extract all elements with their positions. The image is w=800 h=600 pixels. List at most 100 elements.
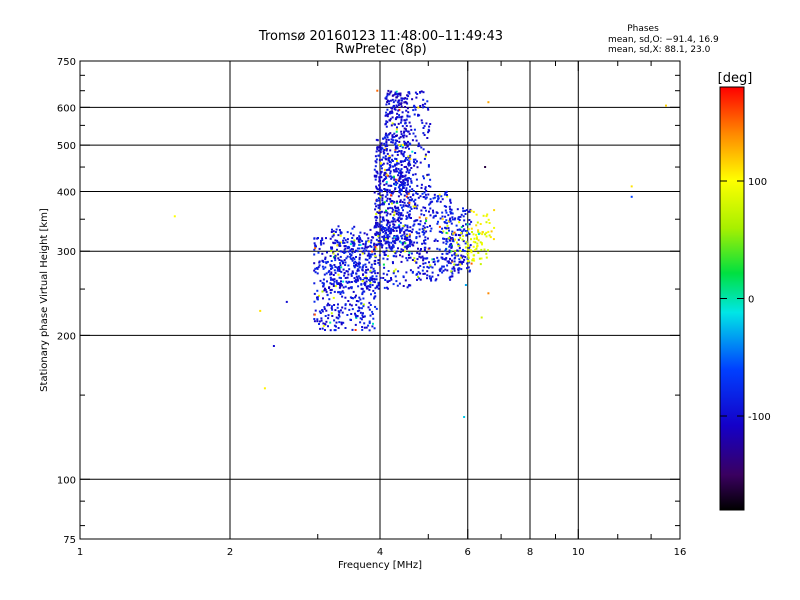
data-point bbox=[358, 247, 361, 250]
data-point bbox=[379, 216, 382, 219]
data-point bbox=[384, 195, 387, 198]
data-point bbox=[446, 222, 448, 225]
data-point bbox=[285, 300, 288, 303]
data-point bbox=[487, 230, 490, 233]
data-point bbox=[423, 105, 426, 108]
data-point bbox=[479, 241, 482, 244]
data-point bbox=[407, 155, 410, 158]
data-point bbox=[340, 280, 342, 283]
data-point bbox=[408, 160, 411, 163]
data-point bbox=[381, 199, 384, 202]
data-point bbox=[424, 236, 427, 239]
data-point bbox=[405, 101, 408, 104]
data-point bbox=[409, 240, 411, 243]
data-point bbox=[263, 387, 266, 390]
data-point bbox=[328, 269, 331, 272]
data-point bbox=[408, 213, 411, 216]
data-point bbox=[399, 251, 402, 254]
data-point bbox=[384, 123, 387, 126]
data-point bbox=[321, 281, 324, 284]
data-point bbox=[398, 226, 401, 229]
data-point bbox=[410, 252, 413, 255]
data-point bbox=[381, 180, 384, 183]
data-point bbox=[409, 256, 412, 259]
data-point bbox=[408, 92, 411, 95]
data-point bbox=[429, 230, 432, 233]
data-point bbox=[396, 93, 399, 96]
data-point bbox=[401, 181, 403, 184]
data-point bbox=[416, 278, 418, 281]
data-point bbox=[386, 92, 389, 95]
data-point bbox=[384, 147, 387, 150]
data-point bbox=[379, 211, 382, 214]
data-point bbox=[479, 263, 482, 266]
data-point bbox=[403, 184, 406, 187]
data-point bbox=[320, 317, 323, 320]
data-point bbox=[459, 263, 462, 266]
data-point bbox=[329, 255, 332, 257]
data-point bbox=[395, 170, 398, 173]
data-point bbox=[444, 191, 447, 194]
data-point bbox=[386, 233, 389, 236]
data-point bbox=[389, 172, 392, 175]
data-point bbox=[402, 155, 405, 158]
data-point bbox=[385, 158, 388, 161]
data-point bbox=[449, 217, 452, 220]
data-point bbox=[338, 268, 341, 271]
data-point bbox=[402, 143, 404, 146]
data-point bbox=[320, 239, 322, 242]
data-point bbox=[337, 283, 340, 285]
data-point bbox=[389, 117, 392, 120]
data-point bbox=[361, 287, 364, 290]
data-point bbox=[446, 240, 449, 243]
data-point bbox=[392, 208, 394, 211]
data-point bbox=[392, 101, 395, 104]
data-point bbox=[387, 207, 390, 210]
data-point bbox=[313, 262, 316, 265]
data-point bbox=[361, 240, 364, 243]
data-point bbox=[423, 228, 426, 231]
data-point bbox=[348, 281, 351, 284]
data-point bbox=[401, 206, 403, 209]
data-point bbox=[419, 161, 422, 164]
data-point bbox=[434, 215, 437, 217]
data-point bbox=[447, 260, 450, 263]
data-point bbox=[397, 186, 400, 189]
data-point bbox=[386, 273, 389, 276]
data-point bbox=[381, 203, 384, 206]
data-point bbox=[393, 108, 396, 110]
data-point bbox=[397, 99, 400, 102]
data-point bbox=[435, 278, 438, 281]
data-point bbox=[333, 304, 336, 306]
data-point bbox=[408, 215, 411, 217]
data-point bbox=[357, 238, 360, 241]
data-point bbox=[355, 317, 358, 319]
data-point bbox=[382, 150, 385, 153]
data-point bbox=[487, 249, 489, 252]
data-point bbox=[449, 210, 452, 213]
data-point bbox=[361, 252, 364, 255]
data-point bbox=[350, 313, 353, 315]
data-point bbox=[379, 171, 382, 174]
data-point bbox=[465, 223, 467, 226]
data-point bbox=[359, 321, 362, 324]
data-point bbox=[400, 130, 403, 133]
data-point bbox=[383, 229, 386, 232]
data-point bbox=[422, 229, 425, 232]
data-point bbox=[387, 184, 390, 187]
data-point bbox=[431, 266, 434, 269]
data-point bbox=[366, 258, 369, 261]
data-point bbox=[429, 278, 432, 281]
data-point bbox=[475, 236, 478, 239]
data-point bbox=[369, 281, 372, 284]
data-point bbox=[352, 244, 355, 247]
data-point bbox=[393, 178, 396, 181]
data-point bbox=[322, 324, 325, 327]
data-point bbox=[414, 219, 417, 222]
data-point bbox=[331, 315, 334, 317]
data-point bbox=[424, 153, 427, 156]
data-point bbox=[397, 247, 399, 250]
data-point bbox=[382, 156, 385, 159]
data-point bbox=[381, 158, 383, 161]
data-point bbox=[441, 198, 444, 201]
